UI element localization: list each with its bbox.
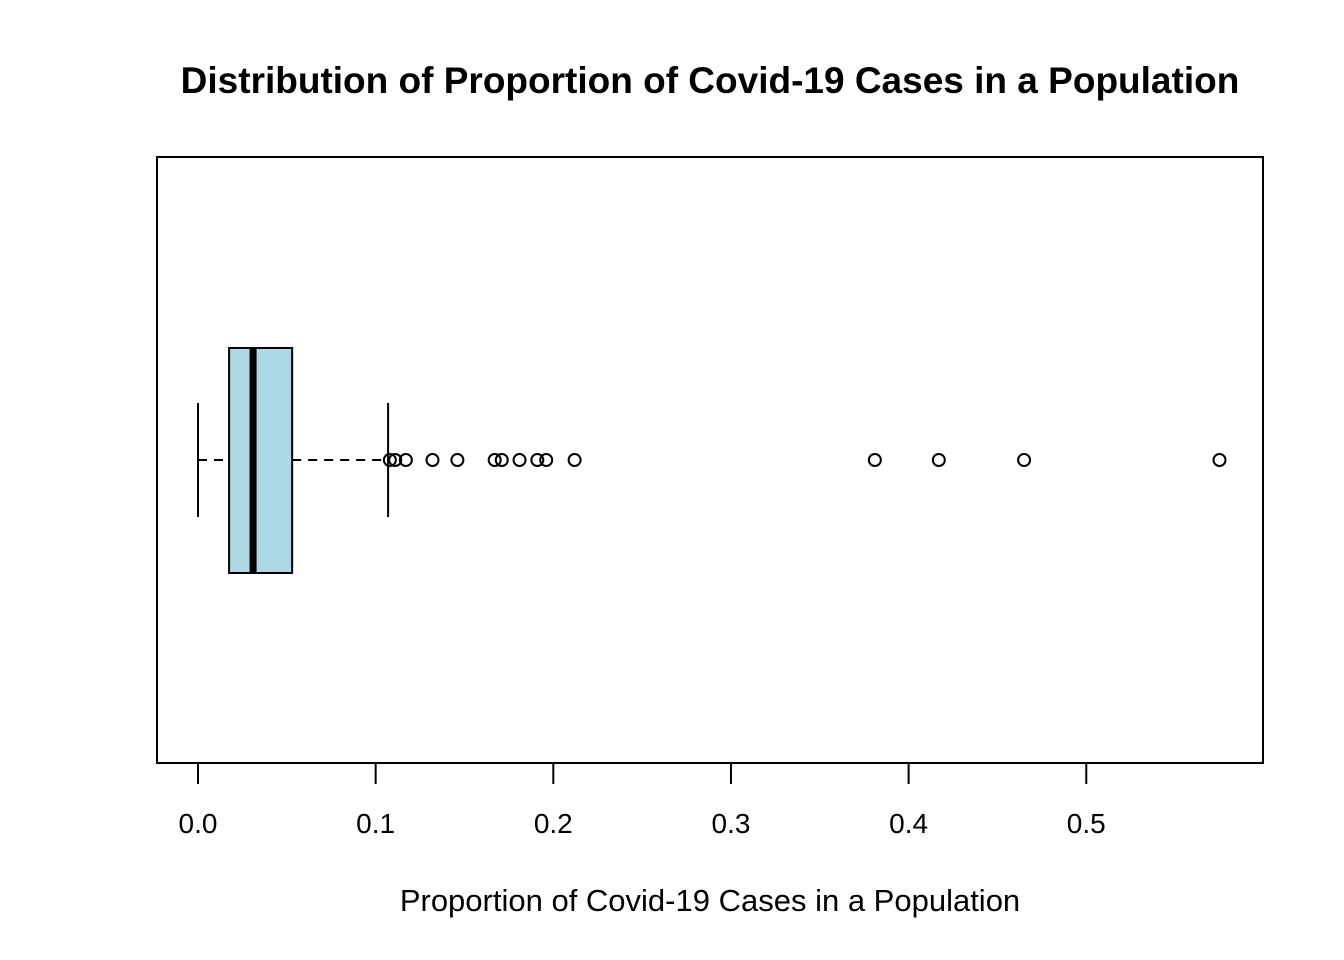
outlier-point xyxy=(382,453,397,467)
outlier-point xyxy=(1017,453,1032,467)
x-tick-label: 0.5 xyxy=(1067,808,1106,839)
plot-frame xyxy=(156,156,1264,764)
outlier-point xyxy=(867,453,882,467)
outlier-point xyxy=(931,453,946,467)
x-tick-label: 0.4 xyxy=(889,808,928,839)
outlier-point xyxy=(539,453,554,467)
outlier-point xyxy=(567,453,582,467)
outlier-point xyxy=(512,453,527,467)
box-group xyxy=(197,347,390,574)
x-tick-label: 0.1 xyxy=(356,808,395,839)
chart-title: Distribution of Proportion of Covid-19 C… xyxy=(181,60,1240,101)
outlier-point xyxy=(450,453,465,467)
x-tick-label: 0.0 xyxy=(179,808,218,839)
outlier-point xyxy=(494,453,509,467)
outlier-point xyxy=(487,453,502,467)
x-axis-label: Proportion of Covid-19 Cases in a Popula… xyxy=(400,883,1020,918)
outlier-point xyxy=(530,453,545,467)
x-axis: 0.0 0.1 0.2 0.3 0.4 0.5 xyxy=(179,762,1106,839)
outlier-point xyxy=(425,453,440,467)
outlier-points xyxy=(382,453,1227,467)
x-tick-label: 0.2 xyxy=(534,808,573,839)
iqr-box xyxy=(228,347,294,574)
outlier-point xyxy=(388,453,403,467)
outlier-point xyxy=(398,453,413,467)
outlier-point xyxy=(1212,453,1227,467)
x-tick-label: 0.3 xyxy=(711,808,750,839)
